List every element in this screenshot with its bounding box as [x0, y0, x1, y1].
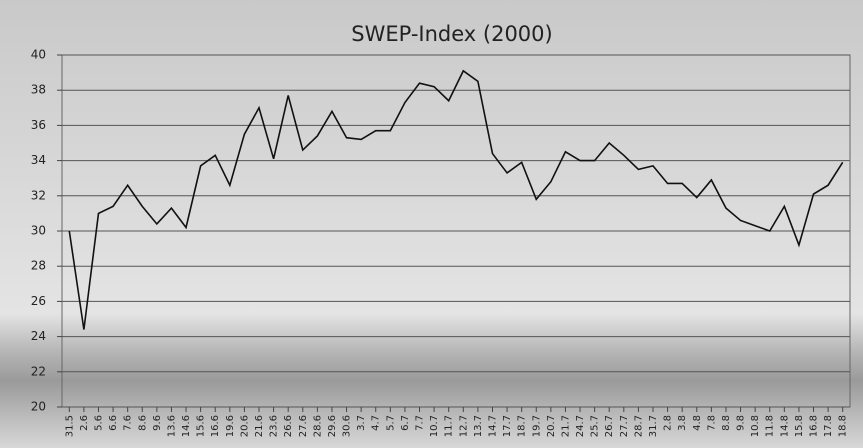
x-tick-label: 18.8	[838, 415, 849, 437]
x-tick-label: 13.6	[166, 415, 177, 437]
x-tick-label: 14.6	[181, 415, 192, 437]
x-tick-label: 12.7	[458, 415, 469, 437]
x-tick-label: 7.7	[415, 415, 426, 431]
x-tick-label: 9.8	[736, 415, 747, 431]
x-tick-label: 29.6	[327, 415, 338, 437]
y-tick-label: 38	[31, 83, 46, 97]
x-tick-label: 27.7	[619, 415, 630, 437]
x-tick-label: 31.7	[648, 415, 659, 437]
data-line	[68, 69, 844, 330]
y-tick-label: 28	[31, 259, 46, 273]
x-tick-label: 20.7	[546, 415, 557, 437]
y-tick-label: 32	[31, 188, 46, 202]
x-tick-label: 8.6	[137, 415, 148, 431]
x-tick-label: 6.7	[400, 415, 411, 431]
x-tick-label: 3.7	[356, 415, 367, 431]
x-tick-label: 21.7	[560, 415, 571, 437]
y-tick-label: 22	[31, 364, 46, 378]
y-tick-label: 34	[31, 153, 46, 167]
x-tick-label: 17.7	[502, 415, 513, 437]
x-tick-label: 26.7	[604, 415, 615, 437]
x-tick-label: 21.6	[254, 415, 265, 437]
x-tick-label: 28.6	[312, 415, 323, 437]
x-tick-label: 11.8	[765, 415, 776, 437]
x-tick-label: 25.7	[590, 415, 601, 437]
x-tick-label: 26.6	[283, 415, 294, 437]
y-tick-label: 40	[31, 48, 46, 62]
x-tick-label: 5.6	[93, 415, 104, 431]
x-tick-label: 24.7	[575, 415, 586, 437]
x-tick-label: 10.8	[750, 415, 761, 437]
x-tick-label: 11.7	[444, 415, 455, 437]
x-tick-label: 18.7	[517, 415, 528, 437]
y-tick-label: 20	[31, 400, 46, 414]
x-tick-label: 19.7	[531, 415, 542, 437]
x-tick-label: 19.6	[225, 415, 236, 437]
x-tick-label: 10.7	[429, 415, 440, 437]
x-tick-label: 4.7	[371, 415, 382, 431]
x-tick-label: 2.6	[79, 415, 90, 431]
x-tick-label: 5.7	[385, 415, 396, 431]
x-tick-label: 15.6	[196, 415, 207, 437]
x-tick-label: 16.6	[210, 415, 221, 437]
x-tick-label: 7.8	[706, 415, 717, 431]
x-tick-label: 28.7	[633, 415, 644, 437]
y-tick-label: 24	[31, 329, 46, 343]
y-tick-label: 26	[31, 294, 46, 308]
x-tick-label: 9.6	[152, 415, 163, 431]
x-tick-label: 30.6	[342, 415, 353, 437]
x-tick-label: 23.6	[269, 415, 280, 437]
x-tick-label: 13.7	[473, 415, 484, 437]
x-tick-label: 14.8	[779, 415, 790, 437]
x-tick-label: 16.8	[809, 415, 820, 437]
x-tick-label: 31.5	[64, 415, 75, 437]
x-tick-label: 27.6	[298, 415, 309, 437]
x-tick-label: 7.6	[123, 415, 134, 431]
x-tick-label: 20.6	[239, 415, 250, 437]
x-tick-label: 14.7	[487, 415, 498, 437]
chart-title: SWEP-Index (2000)	[351, 22, 552, 46]
x-tick-label: 2.8	[663, 415, 674, 431]
y-tick-label: 36	[31, 118, 46, 132]
x-tick-label: 3.8	[677, 415, 688, 431]
x-tick-label: 17.8	[823, 415, 834, 437]
x-tick-label: 6.6	[108, 415, 119, 431]
x-tick-label: 15.8	[794, 415, 805, 437]
x-tick-label: 4.8	[692, 415, 703, 431]
y-tick-label: 30	[31, 224, 46, 238]
x-tick-label: 8.8	[721, 415, 732, 431]
